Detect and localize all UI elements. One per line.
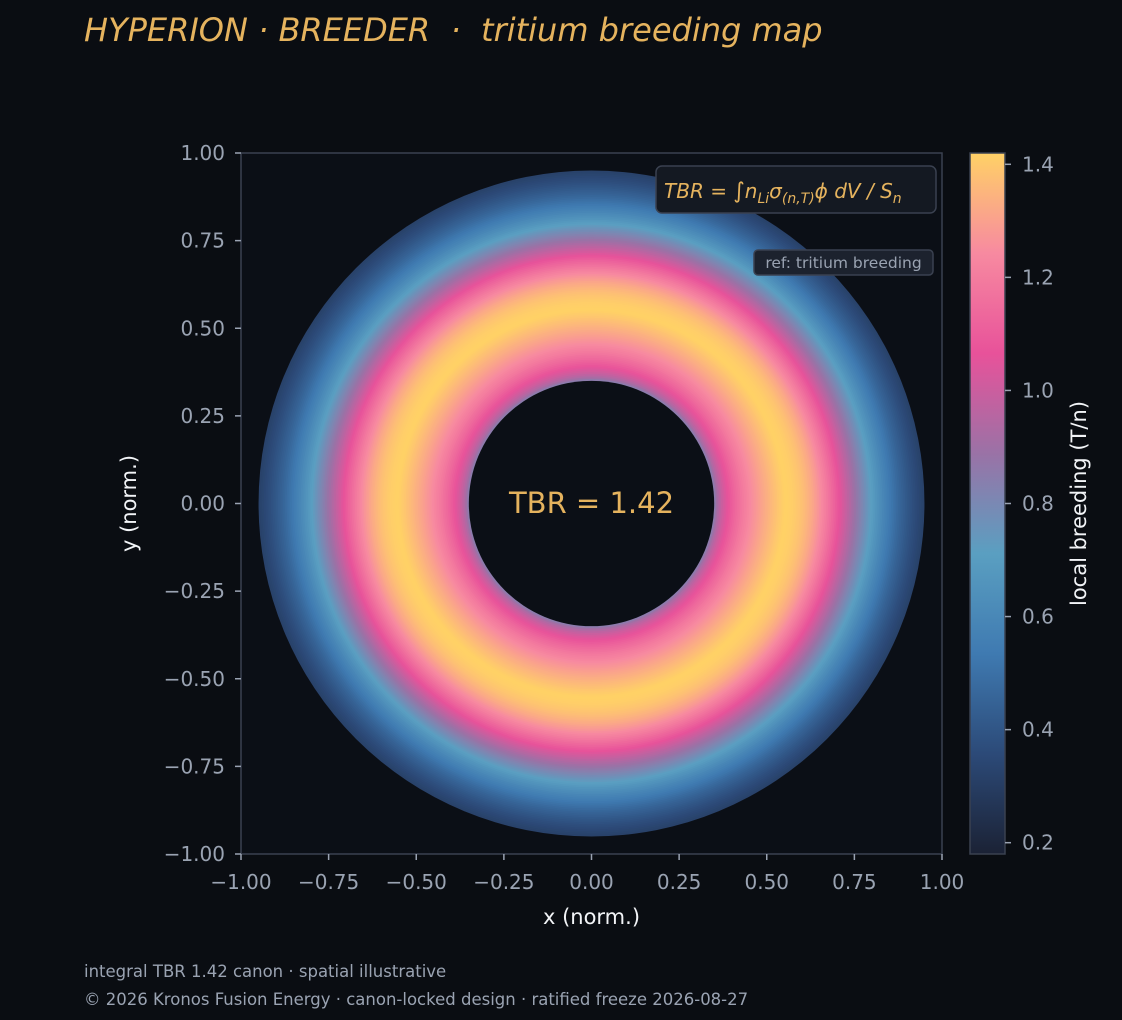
ref-box <box>753 249 934 276</box>
y-tick-label: 1.00 <box>180 141 225 165</box>
x-tick-label: 1.00 <box>920 870 965 894</box>
colorbar <box>969 152 1006 855</box>
colorbar-tick-label: 1.2 <box>1022 265 1054 289</box>
formula-label: TBR = ∫nLiσ(n,T)ϕ dV / Sn <box>664 179 902 207</box>
chart-title: HYPERION · BREEDER · tritium breeding ma… <box>84 11 823 49</box>
colorbar-tick-label: 1.0 <box>1022 378 1054 402</box>
y-tick-label: −0.50 <box>164 667 225 691</box>
footer-copyright: © 2026 Kronos Fusion Energy · canon-lock… <box>84 990 749 1009</box>
x-tick-label: 0.50 <box>744 870 789 894</box>
heatmap <box>258 170 925 837</box>
ref-label: ref: tritium breeding <box>765 254 921 272</box>
x-tick-label: −1.00 <box>210 870 271 894</box>
y-tick-label: 0.75 <box>180 229 225 253</box>
y-tick-label: −1.00 <box>164 842 225 866</box>
colorbar-tick-label: 0.4 <box>1022 718 1054 742</box>
y-tick-label: −0.25 <box>164 579 225 603</box>
heatmap-hole <box>468 380 715 627</box>
x-tick-label: −0.25 <box>473 870 534 894</box>
colorbar-tick-label: 0.6 <box>1022 605 1054 629</box>
x-axis-label: x (norm.) <box>543 905 640 929</box>
x-tick-label: −0.75 <box>298 870 359 894</box>
x-tick-label: 0.00 <box>569 870 614 894</box>
y-tick-label: 0.50 <box>180 316 225 340</box>
y-axis: 1.00 0.75 0.50 0.25 0.00 −0.25 −0.50 −0.75 −1.00 <box>164 141 241 866</box>
colorbar-label: local breeding (T/n) <box>1067 401 1091 606</box>
footer-note: integral TBR 1.42 canon · spatial illust… <box>84 962 447 981</box>
colorbar-tick-label: 1.4 <box>1022 152 1054 176</box>
y-tick-label: −0.75 <box>164 754 225 778</box>
y-axis-label: y (norm.) <box>117 455 141 552</box>
colorbar-tick-label: 0.2 <box>1022 831 1054 855</box>
center-label: TBR = 1.42 <box>508 486 674 520</box>
x-tick-label: 0.25 <box>657 870 702 894</box>
x-axis: −1.00 −0.75 −0.50 −0.25 0.00 0.25 0.50 0.75 1.00 <box>210 854 964 894</box>
colorbar-ticks: 0.2 0.4 0.6 0.8 1.0 1.2 1.4 <box>1005 152 1054 855</box>
formula-box <box>655 165 937 214</box>
x-tick-label: −0.50 <box>386 870 447 894</box>
y-tick-label: 0.00 <box>180 492 225 516</box>
x-tick-label: 0.75 <box>832 870 877 894</box>
y-tick-label: 0.25 <box>180 404 225 428</box>
colorbar-tick-label: 0.8 <box>1022 492 1054 516</box>
